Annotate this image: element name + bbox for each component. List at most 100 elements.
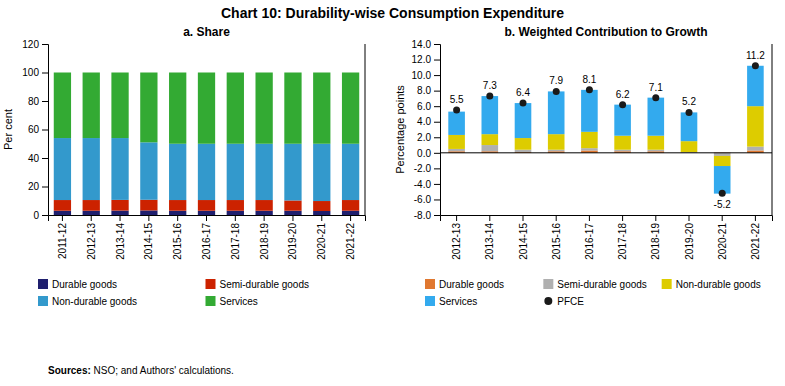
panel: 5.57.36.47.98.16.27.15.2-5.211.2-8.0-6.0… <box>394 25 773 307</box>
tick: 2011-12 <box>57 215 68 259</box>
legend-label: Semi-durable goods <box>557 279 647 290</box>
plot-marks <box>54 73 359 216</box>
tick-mark <box>434 153 440 154</box>
panel-title: b. Weighted Contribution to Growth <box>504 25 707 39</box>
tick-mark <box>589 215 590 221</box>
tick-label: 4.0 <box>417 116 431 127</box>
tick: 2018-19 <box>650 215 661 260</box>
bar <box>648 98 665 136</box>
tick: 2021-22 <box>750 215 761 260</box>
tick-mark <box>321 215 322 221</box>
legend-label: Semi-durable goods <box>220 279 310 290</box>
legend-item: Services <box>425 296 477 307</box>
tick-mark <box>755 215 756 221</box>
tick-label: 40 <box>28 153 40 164</box>
bar <box>581 90 598 132</box>
tick-label: 2020-21 <box>717 223 728 260</box>
bar <box>255 200 272 211</box>
legend-label: Durable goods <box>439 279 504 290</box>
tick: 2021-22 <box>345 215 356 260</box>
legend-swatch <box>206 296 216 306</box>
bar <box>747 106 764 146</box>
bar <box>169 73 186 144</box>
tick: 8.0 <box>417 85 440 96</box>
legend-item: Non-durable goods <box>38 296 137 307</box>
bar <box>515 103 532 138</box>
tick-mark <box>42 158 48 159</box>
bar <box>681 112 698 141</box>
tick-label: 2016-17 <box>201 223 212 260</box>
tick-label: -6.0 <box>414 194 432 205</box>
x-axis: 2011-122012-132013-142014-152015-162016-… <box>49 215 366 260</box>
bar <box>482 134 499 145</box>
tick-label: 20 <box>28 181 40 192</box>
tick-label: 2020-21 <box>316 223 327 260</box>
bar <box>111 138 128 200</box>
data-label: 8.1 <box>582 74 596 85</box>
bar <box>227 144 244 200</box>
tick: 2017-18 <box>617 215 628 260</box>
axis-line <box>49 216 366 222</box>
tick-mark <box>292 215 293 221</box>
tick: 100 <box>22 67 48 78</box>
frame-line <box>365 44 366 215</box>
tick-label: 2019-20 <box>287 223 298 260</box>
legend-swatch <box>206 279 216 289</box>
tick-mark <box>206 215 207 221</box>
bar <box>227 73 244 144</box>
bar <box>227 211 244 215</box>
bar <box>581 148 598 150</box>
tick: 14.0 <box>412 39 440 50</box>
bar <box>515 150 532 152</box>
chart: Chart 10: Durability-wise Consumption Ex… <box>0 0 785 386</box>
tick-label: 2014-15 <box>518 223 529 260</box>
point <box>686 109 693 116</box>
bar <box>747 147 764 151</box>
data-label: 7.3 <box>483 80 497 91</box>
tick-mark <box>350 215 351 221</box>
bar <box>448 149 465 151</box>
source-note: Sources: NSO; and Authors' calculations. <box>48 365 234 376</box>
tick-label: 2013-14 <box>484 223 495 260</box>
tick-mark <box>434 199 440 200</box>
tick: 2012-13 <box>451 215 462 260</box>
tick: 2013-14 <box>115 215 126 260</box>
bar <box>169 200 186 211</box>
bar <box>548 134 565 150</box>
tick-label: 0 <box>33 210 39 221</box>
tick-label: 2018-19 <box>650 223 661 260</box>
tick-mark <box>148 215 149 221</box>
tick-label: 2021-22 <box>750 223 761 260</box>
bar <box>648 136 665 150</box>
tick-label: 2011-12 <box>57 223 68 259</box>
data-label: -5.2 <box>714 199 732 210</box>
tick-label: 0.0 <box>417 148 431 159</box>
bar <box>54 138 71 200</box>
tick-mark <box>556 215 557 221</box>
bar <box>448 135 465 149</box>
bar <box>482 96 499 134</box>
legend-label: Services <box>220 296 258 307</box>
bar <box>111 73 128 139</box>
bar-series <box>54 200 359 211</box>
tick: 2013-14 <box>484 215 495 260</box>
bar <box>515 138 532 150</box>
tick: 2015-16 <box>551 215 562 260</box>
tick-label: -8.0 <box>414 210 432 221</box>
legend-label: Non-durable goods <box>676 279 761 290</box>
point <box>453 107 460 114</box>
bar <box>482 145 499 151</box>
tick-mark <box>42 44 48 45</box>
bar <box>313 144 330 201</box>
bar <box>198 73 215 144</box>
tick-label: 2017-18 <box>230 223 241 260</box>
tick-label: 2012-13 <box>451 223 462 260</box>
point-series <box>453 62 759 196</box>
annotation: NSO; and Authors' calculations. <box>91 365 234 376</box>
tick-label: 2.0 <box>417 132 431 143</box>
bar <box>227 200 244 211</box>
tick: -2.0 <box>414 163 440 174</box>
tick: 2.0 <box>417 132 440 143</box>
y-axis: -8.0-6.0-4.0-2.00.02.04.06.08.010.012.01… <box>412 39 441 221</box>
bar <box>140 200 157 211</box>
